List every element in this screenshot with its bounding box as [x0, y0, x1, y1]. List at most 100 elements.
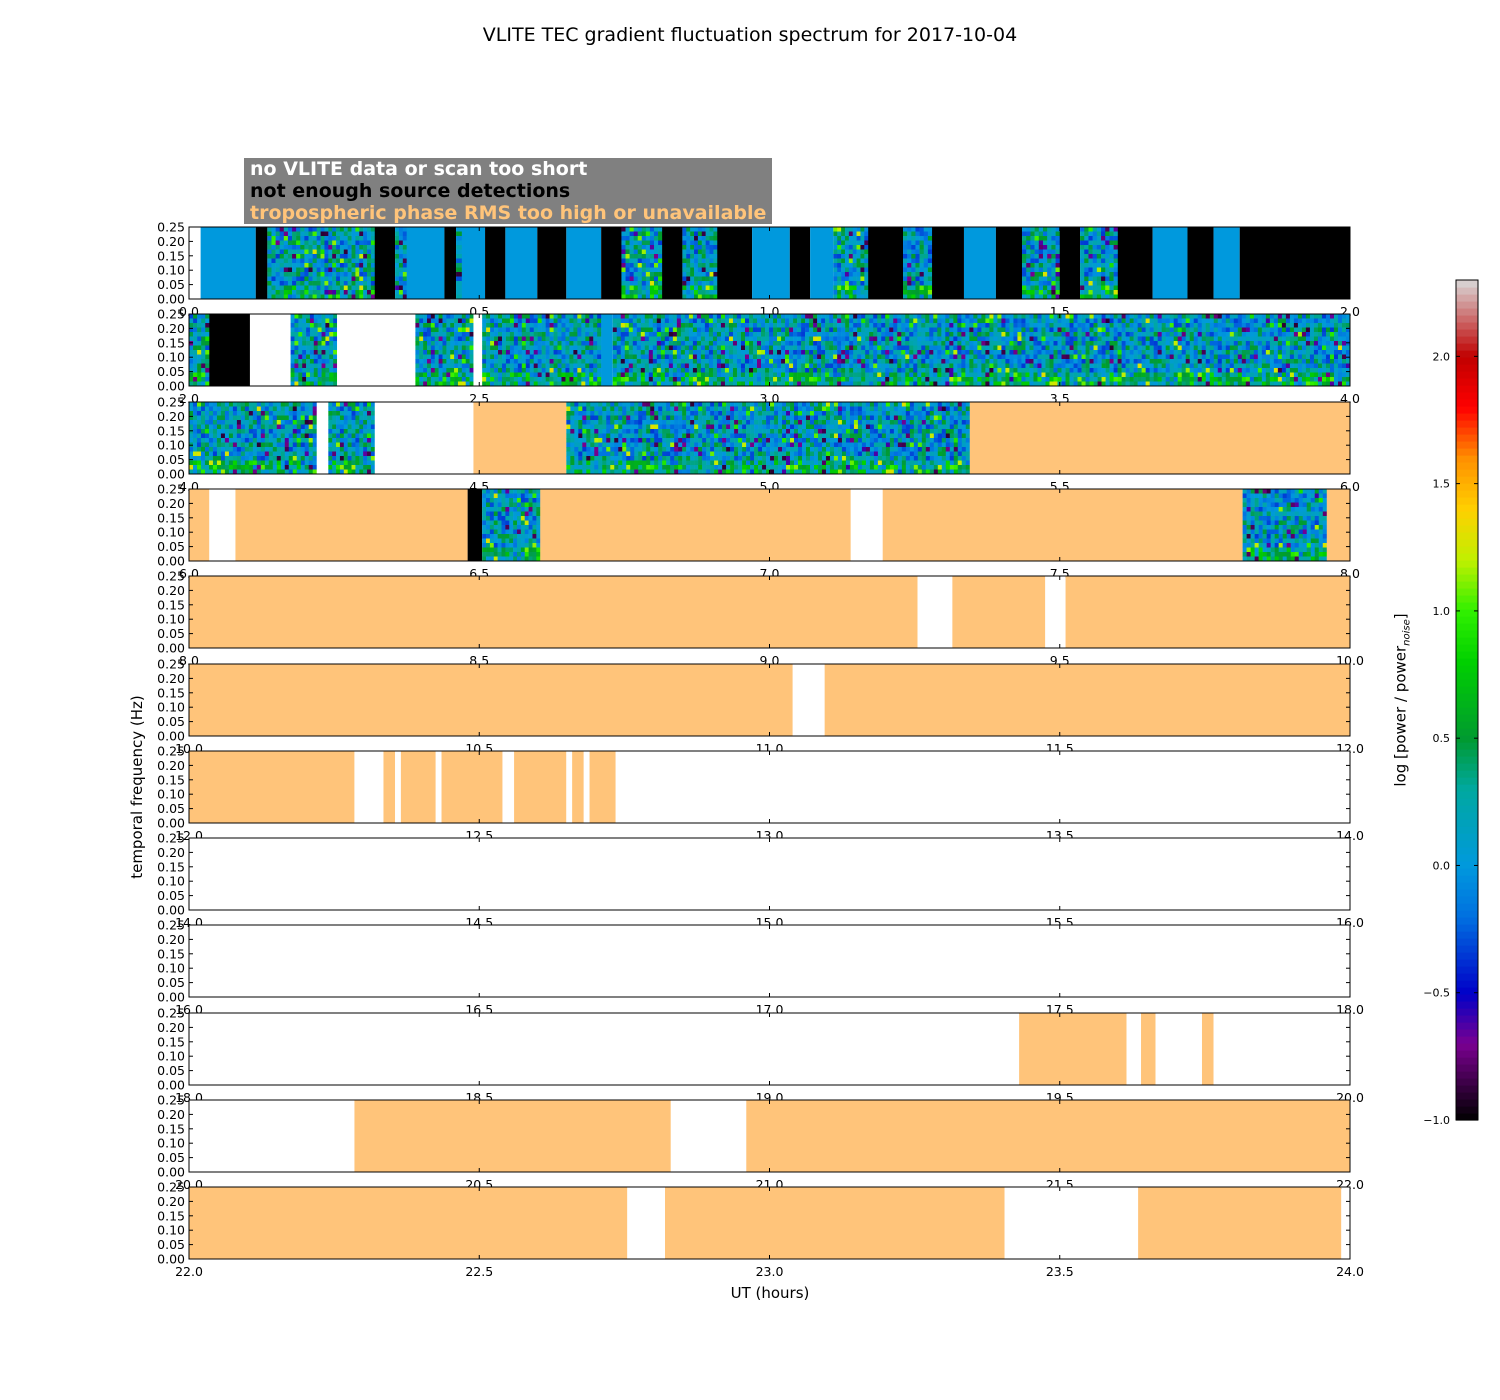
heat-cell [465, 377, 470, 382]
heat-cell [648, 323, 654, 328]
heat-cell [367, 227, 372, 232]
heat-cell [545, 323, 550, 328]
heat-cell [660, 363, 666, 369]
heat-cell [271, 276, 276, 282]
heat-cell [1097, 381, 1102, 387]
heat-cell [457, 345, 463, 351]
heat-cell [423, 359, 428, 364]
heat-cell [1092, 258, 1098, 264]
heat-cell [732, 327, 738, 333]
heat-cell [833, 381, 838, 387]
heat-cell [1030, 290, 1035, 295]
heat-cell [1173, 327, 1179, 333]
heat-cell [1047, 294, 1052, 300]
heat-cell [857, 363, 862, 369]
heat-cell [1193, 345, 1199, 351]
heat-cell [700, 359, 706, 364]
heat-cell [1077, 350, 1082, 355]
heat-cell [1109, 294, 1114, 300]
heat-cell [1005, 381, 1010, 387]
heat-cell [1177, 381, 1183, 387]
heat-cell [501, 332, 507, 337]
heat-cell [325, 354, 330, 360]
heat-cell [1061, 363, 1066, 369]
heat-cell [860, 272, 865, 277]
heat-cell [644, 332, 650, 337]
heat-cell [965, 350, 970, 355]
heat-cell [919, 240, 925, 246]
heat-cell [724, 377, 730, 382]
heat-cell [644, 314, 650, 319]
heat-cell [573, 381, 578, 387]
heat-cell [1109, 249, 1114, 255]
heat-cell [923, 276, 929, 282]
heat-cell [465, 359, 470, 364]
heat-cell [637, 258, 643, 264]
heat-cell [961, 341, 966, 346]
heat-cell [885, 363, 890, 369]
heat-cell [903, 227, 908, 232]
heat-cell [573, 372, 578, 378]
heat-cell [925, 314, 930, 319]
heat-cell [581, 354, 586, 360]
heat-cell [193, 359, 198, 364]
heat-cell [521, 363, 527, 369]
heat-cell [893, 323, 898, 328]
heat-cell [1197, 377, 1203, 382]
heat-cell [889, 318, 894, 324]
heat-cell [909, 318, 914, 324]
heat-cell [1161, 332, 1166, 337]
heat-cell [724, 359, 730, 364]
heat-cell [933, 345, 938, 351]
heat-cell [833, 272, 838, 277]
heat-cell [649, 245, 655, 250]
heat-cell [450, 354, 455, 360]
heat-cell [1061, 350, 1066, 355]
heat-cell [801, 372, 806, 378]
heat-cell [1092, 227, 1098, 232]
heat-cell [525, 318, 531, 324]
heat-cell [450, 332, 455, 337]
heat-cell [423, 372, 428, 378]
heat-cell [748, 359, 754, 364]
heat-cell [1233, 350, 1239, 355]
heat-cell [712, 336, 718, 342]
heat-cell [1137, 350, 1142, 355]
heat-cell [989, 314, 994, 319]
heat-cell [692, 377, 698, 382]
heat-cell [205, 354, 210, 360]
heat-cell [271, 249, 276, 255]
heat-cell [454, 363, 459, 369]
heat-cell [1237, 318, 1243, 324]
heat-cell [658, 236, 663, 241]
heat-cell [302, 314, 307, 319]
heat-cell [941, 368, 946, 373]
heat-cell [347, 245, 352, 250]
heat-cell [1133, 354, 1138, 360]
heat-cell [841, 281, 846, 286]
heat-cell [620, 323, 626, 328]
heat-cell [761, 341, 766, 346]
heat-cell [529, 318, 535, 324]
heat-cell [682, 276, 687, 282]
heat-cell [317, 350, 322, 355]
heat-cell [682, 267, 687, 273]
heat-cell [919, 294, 925, 300]
heat-cell [438, 363, 443, 369]
heat-cell [941, 345, 946, 351]
heat-cell [793, 327, 798, 333]
heat-cell [287, 281, 293, 286]
heat-cell [893, 332, 898, 337]
heat-cell [501, 372, 507, 378]
heat-cell [300, 290, 305, 295]
heat-cell [1125, 345, 1130, 351]
heat-cell [1193, 350, 1199, 355]
heat-cell [997, 318, 1002, 324]
heat-cell [761, 359, 766, 364]
heat-cell [402, 240, 407, 246]
heat-cell [1017, 381, 1022, 387]
heat-cell [577, 318, 582, 324]
heat-cell [565, 332, 570, 337]
heat-cell [1233, 363, 1239, 369]
heat-cell [317, 363, 322, 369]
